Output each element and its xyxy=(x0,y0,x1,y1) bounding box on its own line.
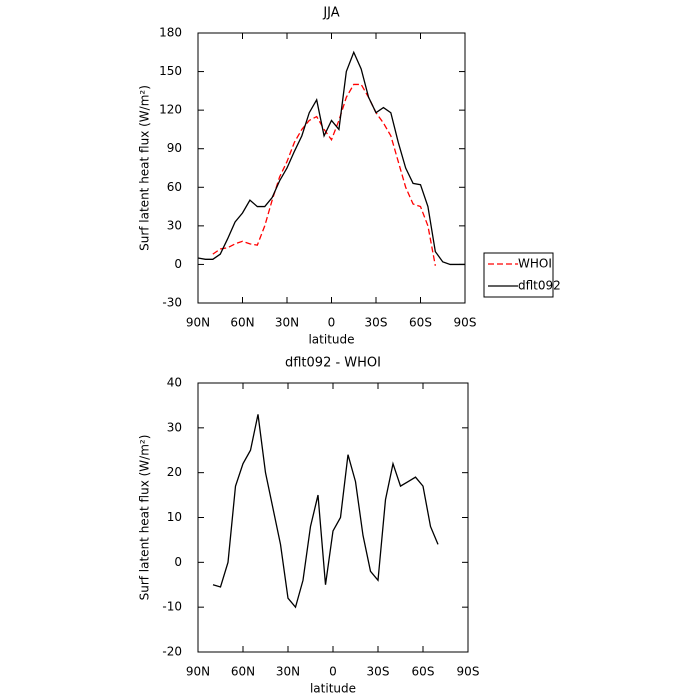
x-tick-label: 60S xyxy=(409,316,432,330)
data-line xyxy=(212,414,439,609)
x-axis-label: latitude xyxy=(308,333,354,347)
x-tick-label: 30S xyxy=(365,316,388,330)
legend-label: dflt092 xyxy=(518,279,561,293)
y-tick-label: 0 xyxy=(174,555,182,569)
y-tick-label: 60 xyxy=(167,180,182,194)
y-tick-label: 0 xyxy=(174,257,182,271)
y-tick-label: -30 xyxy=(162,296,182,310)
y-tick-label: 90 xyxy=(167,141,182,155)
plot-frame xyxy=(197,32,466,304)
x-tick-label: 30S xyxy=(367,665,390,679)
x-tick-label: 0 xyxy=(328,316,336,330)
y-tick-label: 30 xyxy=(167,218,182,232)
y-axis-label: Surf latent heat flux (W/m²) xyxy=(138,435,152,601)
legend-label: WHOI xyxy=(518,257,552,271)
data-line xyxy=(197,50,465,266)
x-tick-label: 90N xyxy=(186,665,210,679)
y-tick-label: 180 xyxy=(159,26,182,40)
x-tick-label: 60S xyxy=(412,665,435,679)
x-tick-label: 60N xyxy=(231,665,255,679)
x-tick-label: 30N xyxy=(275,316,299,330)
y-tick-label: -10 xyxy=(162,600,182,614)
x-tick-label: 90N xyxy=(186,316,210,330)
legend-frame xyxy=(483,252,554,298)
x-tick-label: 30N xyxy=(276,665,300,679)
plot-frame xyxy=(197,382,469,653)
y-tick-label: 10 xyxy=(167,510,182,524)
y-axis-label: Surf latent heat flux (W/m²) xyxy=(138,85,152,251)
x-axis-label: latitude xyxy=(310,682,356,696)
y-tick-label: 120 xyxy=(159,103,182,117)
chart-title: JJA xyxy=(322,6,339,21)
x-tick-label: 90S xyxy=(457,665,480,679)
x-tick-label: 0 xyxy=(329,665,337,679)
x-tick-label: 60N xyxy=(230,316,254,330)
y-tick-label: 40 xyxy=(167,376,182,390)
x-tick-label: 90S xyxy=(454,316,477,330)
y-tick-label: 20 xyxy=(167,465,182,479)
y-tick-label: 30 xyxy=(167,420,182,434)
y-tick-label: 150 xyxy=(159,64,182,78)
data-line xyxy=(212,83,436,266)
y-tick-label: -20 xyxy=(162,645,182,659)
chart-title: dflt092 - WHOI xyxy=(285,356,381,371)
